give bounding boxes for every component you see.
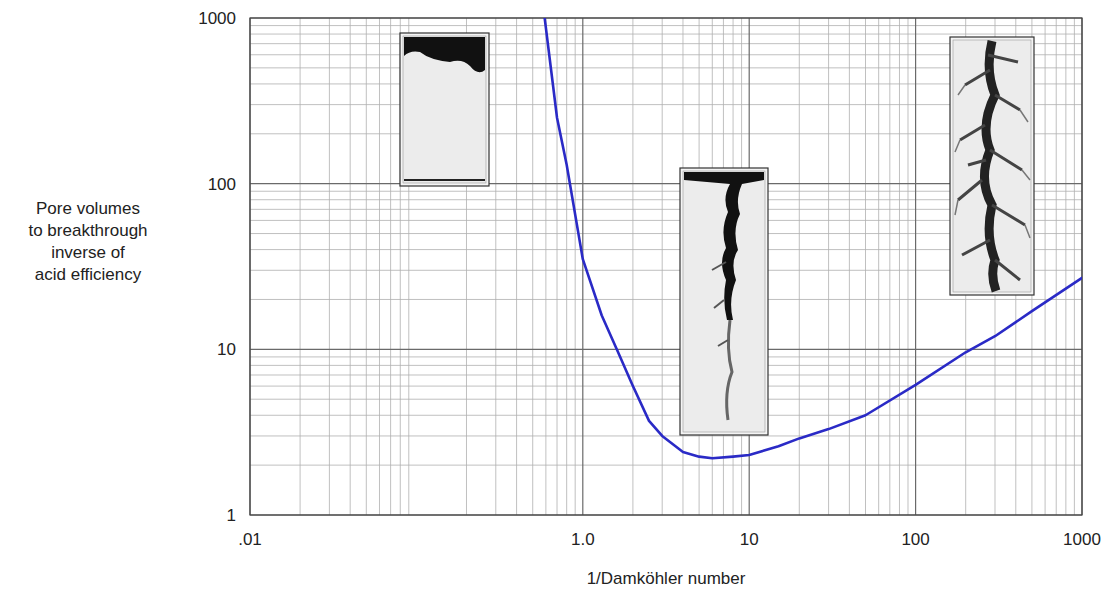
wormhole-main [984,41,996,291]
photo-edge [404,179,485,181]
minor-grid [495,18,496,515]
y-tick-label: 1000 [198,9,236,28]
minor-grid [250,25,1082,26]
minor-grid [516,18,517,515]
minor-grid [250,299,1082,300]
minor-grid [250,386,1082,387]
photo-frame [680,168,768,435]
series-group [545,18,1082,458]
minor-grid [566,18,567,515]
dissolution [404,37,485,72]
core-photo [400,33,489,186]
wormhole-tip [727,320,732,420]
minor-grid [828,18,829,515]
minor-grid [878,18,879,515]
minor-grid [1074,18,1075,515]
minor-grid [366,18,367,515]
chart-root: .01 1.0 10 100 1000 1 10 100 1000 1/Damköhler num… [0,0,1109,598]
minor-grid [662,18,663,515]
plot-frame [250,18,1082,515]
x-tick-label: .01 [238,530,262,549]
x-tick-label: 100 [901,530,929,549]
curve [545,18,1082,458]
y-tick-label: 100 [208,175,236,194]
minor-grid [899,18,900,515]
minor-grid [545,18,546,515]
y-axis-title: to breakthrough [28,221,147,240]
minor-grid [250,374,1082,375]
wormhole-twig [955,85,1030,238]
minor-grid [350,18,351,515]
y-axis-title: inverse of [51,243,125,262]
x-tick-label: 1000 [1063,530,1101,549]
minor-grid [865,18,866,515]
minor-grid [379,18,380,515]
minor-grid [799,18,800,515]
minor-grid [250,34,1082,35]
grid-line [915,18,916,515]
core-photo [680,168,768,435]
minor-grid [250,399,1082,400]
plot-area [250,18,1082,515]
minor-grid [1065,18,1066,515]
wormhole [684,172,764,320]
grid-line [582,18,583,515]
minor-grid [300,18,301,515]
minor-grid [390,18,391,515]
minor-grid [250,415,1082,416]
wormhole-branch [958,55,1025,280]
y-tick-label: 10 [217,340,236,359]
minor-grid [250,365,1082,366]
photo-frame [400,33,489,186]
y-axis-title: Pore volumes [36,199,140,218]
grid-line [250,349,1082,350]
minor-grid [907,18,908,515]
minor-grid [849,18,850,515]
minor-grid [1045,18,1046,515]
minor-grid [532,18,533,515]
photo-frame [950,37,1034,295]
core-photo [950,37,1034,295]
minor-grid [575,18,576,515]
photo-core [953,40,1031,292]
y-tick-label: 1 [227,506,236,525]
minor-grid [557,18,558,515]
photo-core [683,171,765,432]
minor-grid [250,465,1082,466]
minor-grid [1056,18,1057,515]
wormhole-branch [712,262,728,346]
x-tick-label: 10 [740,530,759,549]
minor-grid [889,18,890,515]
x-tick-label: 1.0 [571,530,595,549]
minor-grid [329,18,330,515]
x-axis-title: 1/Damköhler number [587,569,746,588]
minor-grid [250,435,1082,436]
y-axis-title: acid efficiency [35,265,142,284]
chart: .01 1.0 10 100 1000 1 10 100 1000 1/Damköhler num… [0,0,1109,598]
minor-grid [632,18,633,515]
photo-core [403,36,486,183]
